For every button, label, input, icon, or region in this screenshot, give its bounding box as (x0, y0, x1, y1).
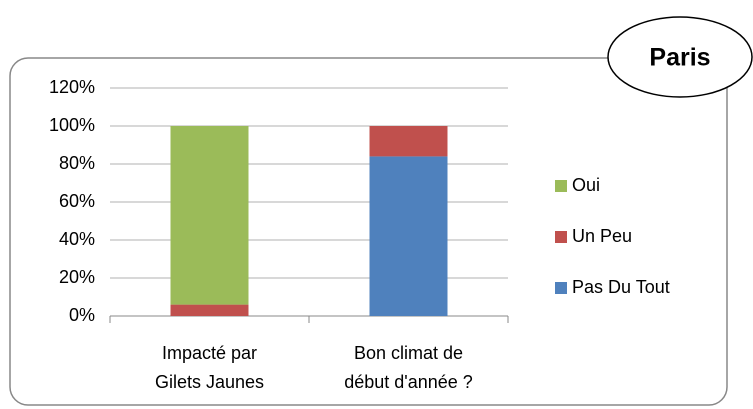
y-tick-label: 40% (59, 229, 95, 249)
legend-swatch (555, 282, 567, 294)
legend-swatch (555, 180, 567, 192)
title-callout (607, 16, 753, 98)
legend-swatch (555, 231, 567, 243)
legend-label: Pas Du Tout (572, 277, 670, 297)
legend-label: Un Peu (572, 226, 632, 246)
legend-label: Oui (572, 175, 600, 195)
bar-segment (170, 126, 249, 305)
y-tick-label: 80% (59, 153, 95, 173)
x-tick-label: Impacté par (162, 343, 257, 363)
x-tick-label: Gilets Jaunes (155, 372, 264, 392)
x-tick-label: Bon climat de (354, 343, 463, 363)
y-tick-label: 120% (49, 77, 95, 97)
bar-segment (369, 156, 448, 316)
chart-title: Paris (649, 44, 710, 72)
y-tick-label: 0% (69, 305, 95, 325)
y-tick-label: 20% (59, 267, 95, 287)
x-tick-label: début d'année ? (344, 372, 473, 392)
bar-segment (170, 304, 249, 316)
y-tick-label: 60% (59, 191, 95, 211)
y-tick-label: 100% (49, 115, 95, 135)
bar-segment (369, 126, 448, 157)
